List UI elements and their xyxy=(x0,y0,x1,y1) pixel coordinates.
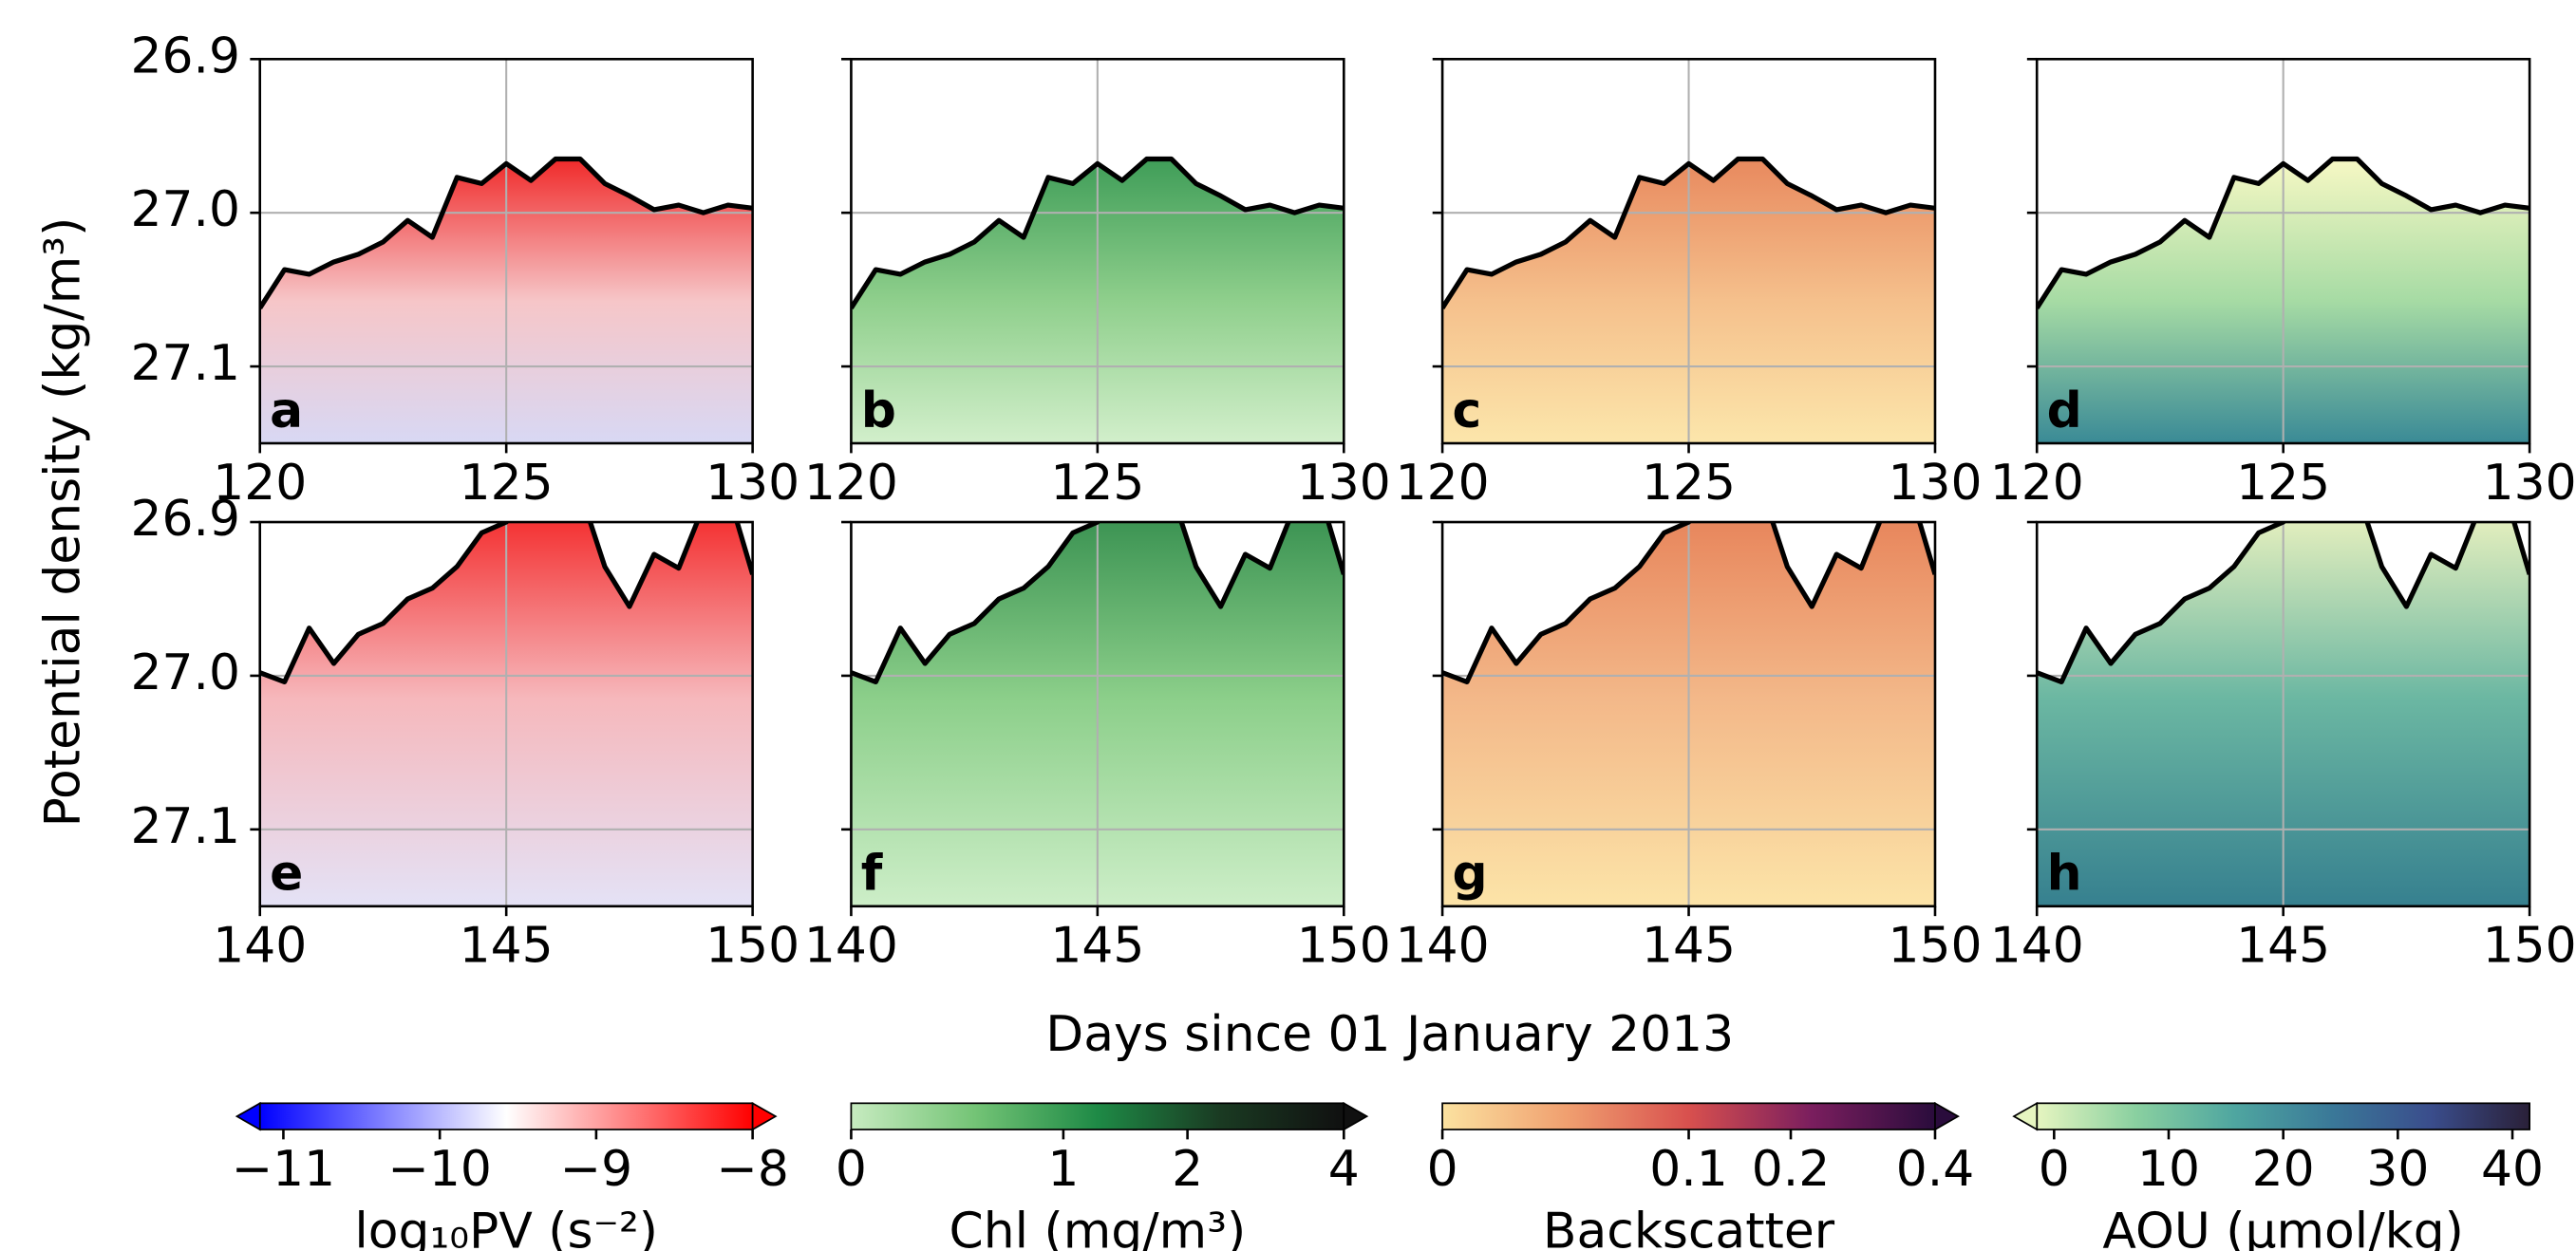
x-tick-label: 145 xyxy=(1642,918,1736,975)
panel-label: f xyxy=(861,846,884,903)
colorbar xyxy=(850,1102,1345,1130)
y-tick-label: 27.0 xyxy=(130,181,240,238)
x-tick-label: 130 xyxy=(2483,455,2576,512)
colorbar-tick-label: 0 xyxy=(1427,1141,1458,1198)
x-tick-label: 120 xyxy=(804,455,898,512)
colorbar-extend xyxy=(235,1101,261,1131)
colorbar-tick-label: 0.2 xyxy=(1752,1141,1831,1198)
line xyxy=(1442,156,1935,309)
x-tick-label: 120 xyxy=(1990,455,2084,512)
colorbar-tick-label: −9 xyxy=(560,1141,632,1198)
y-tick-label: 26.9 xyxy=(130,28,240,84)
colorbar-extend xyxy=(751,1101,778,1131)
panel-label: b xyxy=(861,383,896,439)
colorbar-label: Chl (mg/m³) xyxy=(949,1204,1246,1251)
panel-label: d xyxy=(2047,383,2082,439)
colorbar-tick-label: 0 xyxy=(2039,1141,2070,1198)
x-tick-label: 145 xyxy=(460,918,554,975)
y-tick-label: 27.0 xyxy=(130,644,240,701)
x-tick-label: 130 xyxy=(705,455,799,512)
colorbar xyxy=(258,1102,754,1130)
colorbar-tick-label: 20 xyxy=(2252,1141,2315,1198)
x-tick-label: 150 xyxy=(1888,918,1982,975)
panel-label: g xyxy=(1452,846,1487,903)
x-tick-label: 125 xyxy=(2236,455,2330,512)
x-tick-label: 130 xyxy=(1297,455,1391,512)
x-tick-label: 125 xyxy=(1050,455,1144,512)
y-tick-label: 27.1 xyxy=(130,798,240,855)
line xyxy=(259,156,753,309)
x-tick-label: 140 xyxy=(804,918,898,975)
panel-label: a xyxy=(270,383,303,439)
x-tick-label: 150 xyxy=(705,918,799,975)
line xyxy=(259,522,753,684)
colorbar-label: Backscatter xyxy=(1543,1204,1835,1251)
colorbar-label: log₁₀PV (s⁻²) xyxy=(354,1204,658,1251)
panel-label: h xyxy=(2047,846,2082,903)
colorbar xyxy=(1441,1102,1936,1130)
colorbar-label: AOU (μmol/kg) xyxy=(2102,1204,2463,1251)
colorbar-tick-label: −11 xyxy=(232,1141,335,1198)
colorbar-extend xyxy=(2012,1101,2039,1131)
colorbar-extend xyxy=(1343,1101,1369,1131)
line xyxy=(2037,522,2530,684)
line xyxy=(1442,522,1935,684)
colorbar-tick-label: 0 xyxy=(836,1141,867,1198)
colorbar-tick-label: 30 xyxy=(2366,1141,2429,1198)
colorbar xyxy=(2036,1102,2530,1130)
x-tick-label: 150 xyxy=(1297,918,1391,975)
colorbar-tick-label: 1 xyxy=(1047,1141,1079,1198)
x-tick-label: 120 xyxy=(1396,455,1490,512)
colorbar-tick-label: 4 xyxy=(1328,1141,1360,1198)
colorbar-tick-label: 0.4 xyxy=(1896,1141,1975,1198)
panel-label: e xyxy=(270,846,303,903)
x-tick-label: 120 xyxy=(213,455,307,512)
y-axis-label: Potential density (kg/m³) xyxy=(35,217,92,828)
line xyxy=(851,156,1344,309)
colorbar-extend xyxy=(1934,1101,1960,1131)
x-tick-label: 140 xyxy=(1990,918,2084,975)
panel-label: c xyxy=(1452,383,1481,439)
x-tick-label: 145 xyxy=(1050,918,1144,975)
colorbar-tick-label: 0.1 xyxy=(1649,1141,1728,1198)
line xyxy=(851,522,1344,684)
y-tick-label: 27.1 xyxy=(130,335,240,392)
x-tick-label: 125 xyxy=(1642,455,1736,512)
colorbar-tick-label: 40 xyxy=(2481,1141,2544,1198)
x-tick-label: 140 xyxy=(1396,918,1490,975)
x-tick-label: 145 xyxy=(2236,918,2330,975)
colorbar-tick-label: −10 xyxy=(387,1141,491,1198)
x-tick-label: 125 xyxy=(460,455,554,512)
x-tick-label: 140 xyxy=(213,918,307,975)
colorbar-tick-label: 2 xyxy=(1172,1141,1203,1198)
x-tick-label: 150 xyxy=(2483,918,2576,975)
colorbar-tick-label: 10 xyxy=(2137,1141,2200,1198)
colorbar-tick-label: −8 xyxy=(716,1141,788,1198)
x-tick-label: 130 xyxy=(1888,455,1982,512)
line xyxy=(2037,156,2530,309)
y-tick-label: 26.9 xyxy=(130,491,240,548)
x-axis-label: Days since 01 January 2013 xyxy=(1045,1006,1734,1063)
